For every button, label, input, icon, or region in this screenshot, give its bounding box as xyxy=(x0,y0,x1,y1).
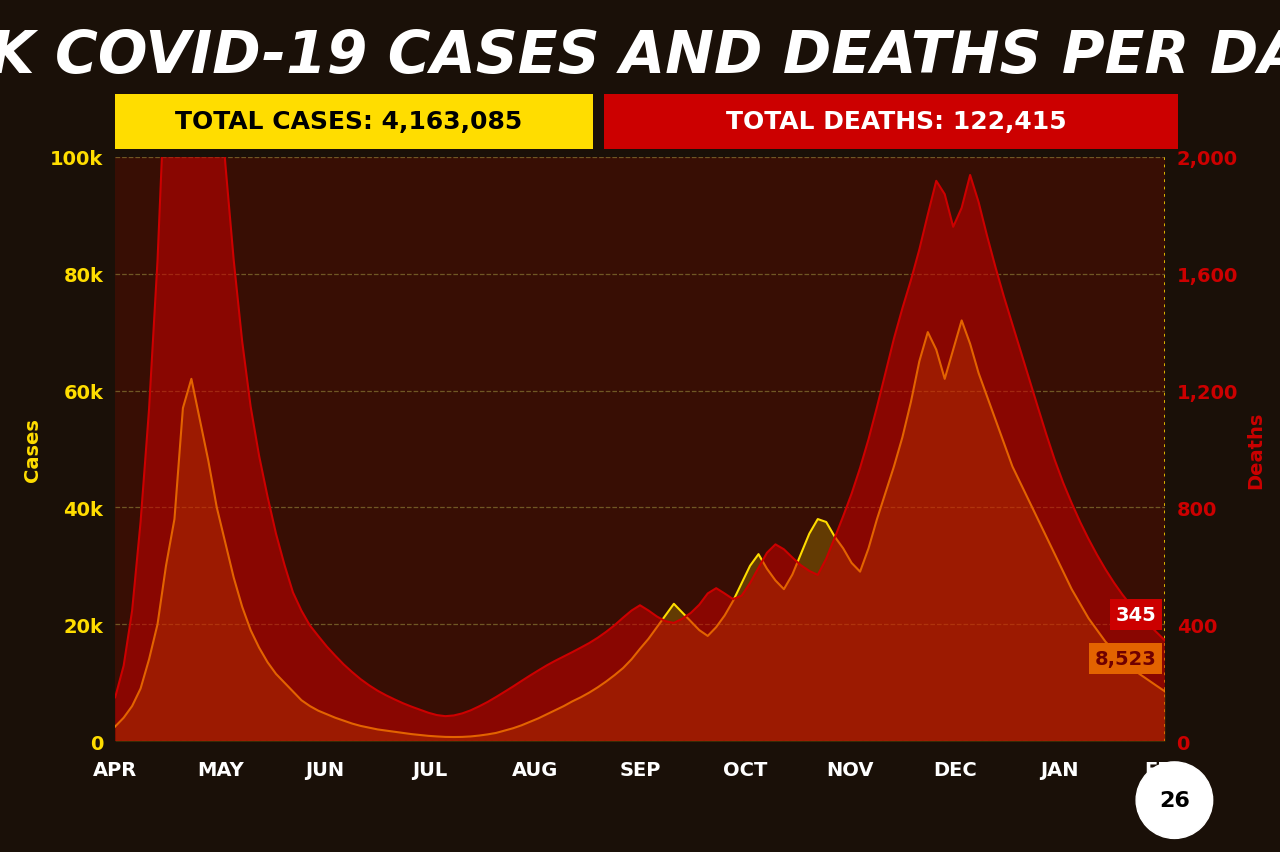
Text: 345: 345 xyxy=(1116,606,1156,625)
Y-axis label: Cases: Cases xyxy=(23,417,42,481)
Circle shape xyxy=(1137,762,1212,838)
Text: UK COVID-19 CASES AND DEATHS PER DAY: UK COVID-19 CASES AND DEATHS PER DAY xyxy=(0,28,1280,85)
Text: 26: 26 xyxy=(1158,791,1190,810)
Text: TOTAL DEATHS: 122,415: TOTAL DEATHS: 122,415 xyxy=(726,110,1066,134)
FancyBboxPatch shape xyxy=(105,95,594,149)
Y-axis label: Deaths: Deaths xyxy=(1247,411,1266,488)
Text: 8,523: 8,523 xyxy=(1094,649,1156,668)
FancyBboxPatch shape xyxy=(604,95,1188,149)
Text: TOTAL CASES: 4,163,085: TOTAL CASES: 4,163,085 xyxy=(175,110,522,134)
